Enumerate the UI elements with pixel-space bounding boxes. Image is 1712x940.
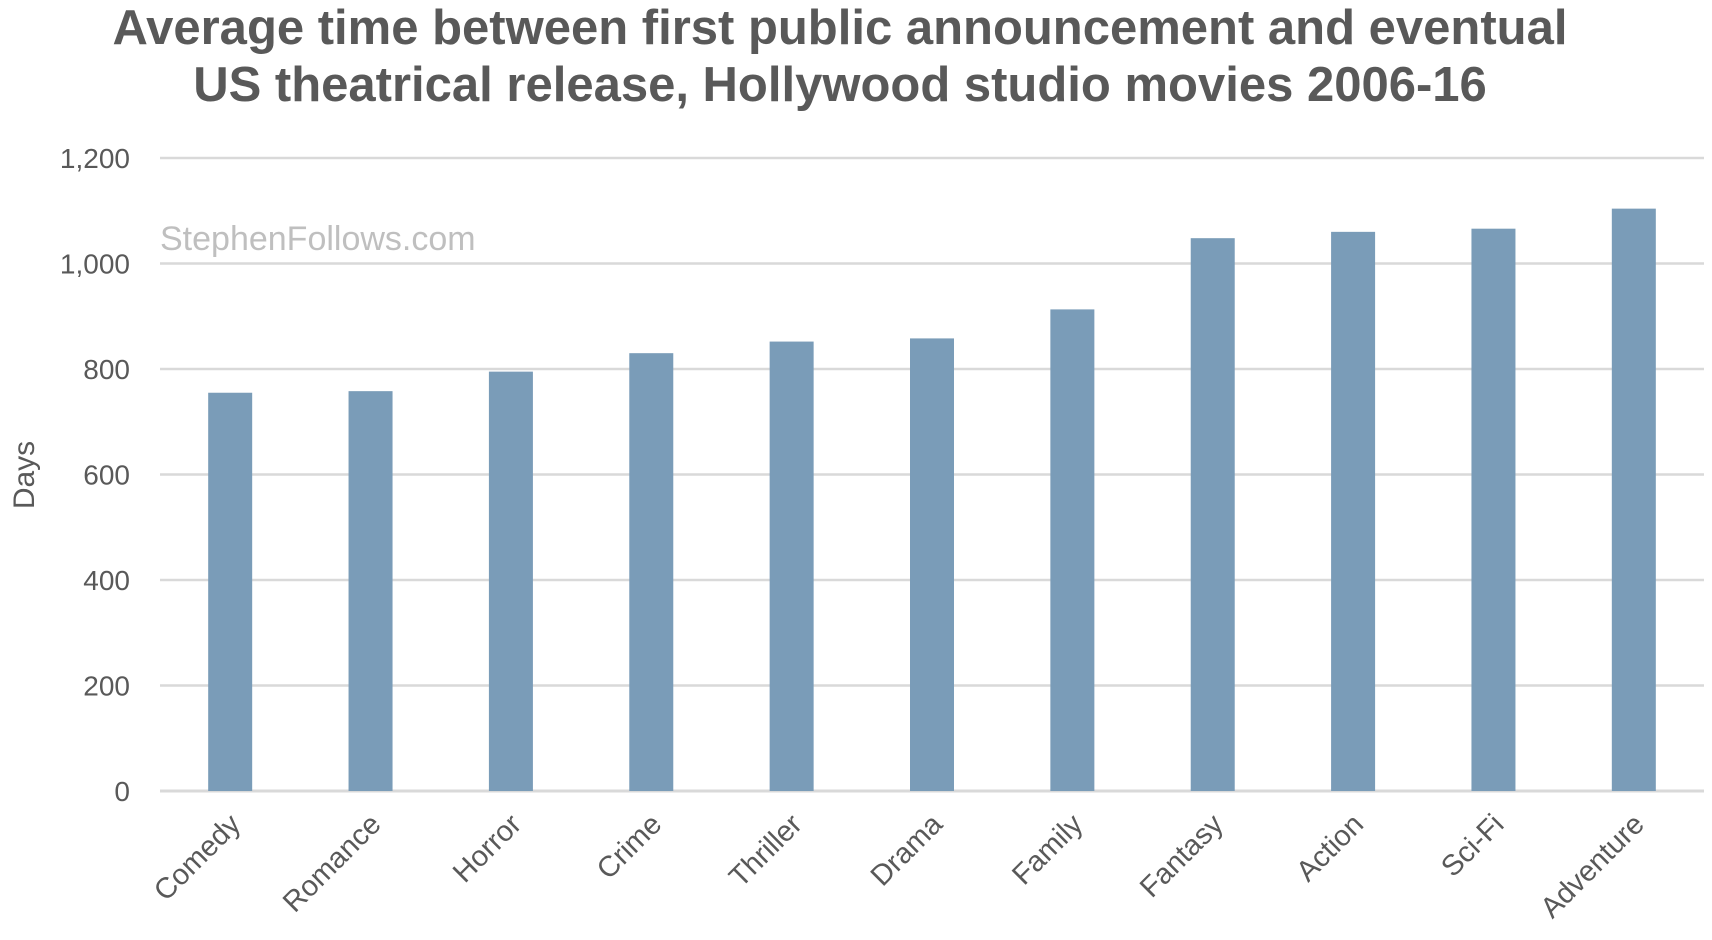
x-tick-label: Adventure bbox=[1535, 808, 1651, 924]
x-tick-label: Action bbox=[1290, 808, 1370, 888]
bar-comedy bbox=[208, 392, 253, 791]
x-tick-label: Horror bbox=[447, 808, 528, 889]
chart-title-line-2: US theatrical release, Hollywood studio … bbox=[193, 58, 1487, 112]
bar-fantasy bbox=[1190, 238, 1235, 791]
y-tick-label: 1,000 bbox=[60, 249, 130, 280]
x-tick-label: Romance bbox=[277, 808, 387, 918]
bar-romance bbox=[348, 391, 393, 791]
x-tick-label: Fantasy bbox=[1134, 808, 1230, 904]
x-tick-label: Sci-Fi bbox=[1435, 808, 1510, 883]
bar-drama bbox=[910, 338, 954, 791]
y-axis-label: Days bbox=[8, 441, 41, 509]
x-tick-label: Thriller bbox=[723, 808, 809, 894]
y-tick-label: 400 bbox=[83, 565, 130, 596]
x-tick-label: Family bbox=[1006, 808, 1089, 891]
y-tick-label: 800 bbox=[83, 354, 130, 385]
watermark: StephenFollows.com bbox=[160, 220, 476, 258]
chart-title: Average time between first public announ… bbox=[0, 0, 1712, 114]
bar-family bbox=[1050, 309, 1095, 791]
y-tick-label: 0 bbox=[114, 776, 130, 807]
bars bbox=[208, 208, 1656, 792]
x-tick-label: Crime bbox=[591, 808, 668, 885]
x-tick-label: Drama bbox=[865, 808, 950, 893]
y-tick-label: 200 bbox=[83, 671, 130, 702]
chart-title-line-1: Average time between first public announ… bbox=[112, 1, 1568, 55]
x-tick-label: Comedy bbox=[148, 808, 247, 907]
bar-crime bbox=[629, 353, 674, 791]
bar-thriller bbox=[769, 341, 814, 791]
bar-adventure bbox=[1611, 208, 1656, 791]
x-tick-labels: Comedy Romance Horror Crime Thriller Drama Fam… bbox=[148, 808, 1651, 925]
y-tick-label: 600 bbox=[83, 460, 130, 491]
bar-sci-fi bbox=[1471, 228, 1516, 791]
bar-horror bbox=[488, 371, 533, 791]
y-tick-label: 1,200 bbox=[60, 143, 130, 174]
bar-action bbox=[1331, 231, 1376, 792]
y-tick-labels: 0 200 400 600 800 1,000 1,200 bbox=[60, 143, 130, 807]
